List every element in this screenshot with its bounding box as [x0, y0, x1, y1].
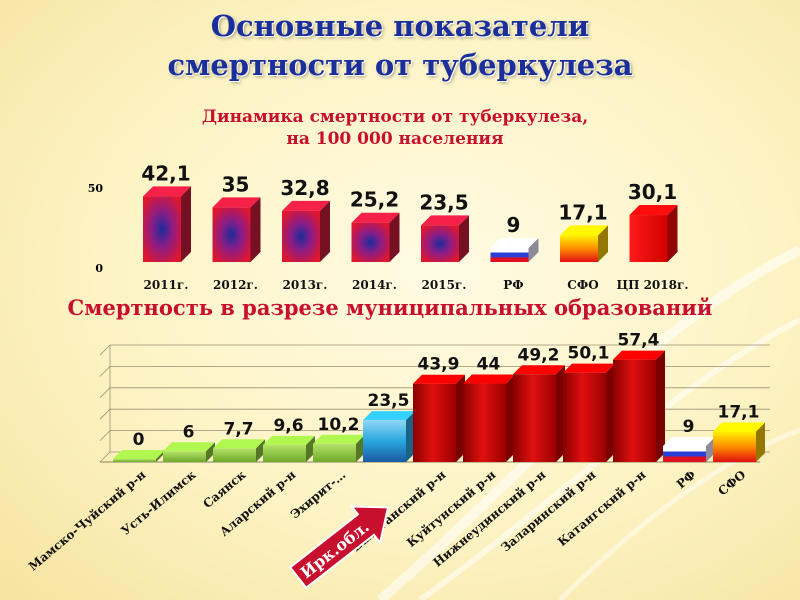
chart1-bar	[143, 186, 191, 262]
chart1-ytick-0: 0	[95, 262, 103, 275]
chart2-bar	[613, 350, 665, 462]
chart1-category-label: 2013г.	[283, 278, 328, 292]
chart2-bar	[663, 436, 715, 462]
chart2-bar	[263, 435, 315, 462]
chart2-value-label: 0	[133, 430, 145, 450]
chart1-ytick-50: 50	[88, 182, 104, 195]
chart2-value-label: 57,4	[618, 331, 660, 351]
chart2-value-label: 10,2	[318, 415, 360, 435]
chart2-value-label: 43,9	[418, 355, 460, 375]
chart2-bar	[513, 365, 565, 462]
chart1-category-label: 2011г.	[144, 278, 189, 292]
chart2-value-label: 44	[477, 355, 501, 375]
chart2-bar	[163, 442, 215, 462]
chart1-category-label: РФ	[503, 278, 523, 292]
chart2-gridline-side	[99, 408, 111, 420]
chart2-value-label: 9	[683, 417, 695, 437]
chart1-bar	[560, 225, 608, 262]
chart2-bar	[413, 374, 465, 462]
chart2-category-label: СФО	[715, 468, 748, 499]
chart1-bars: 42,1 2011г. 35 2012г. 32,8 2013г. 25,2 2014г. 23…	[141, 161, 688, 292]
chart1-value-label: 35	[222, 172, 250, 196]
chart2-value-label: 49,2	[518, 345, 560, 365]
chart1-category-label: 2014г.	[352, 278, 397, 292]
chart2-value-label: 9,6	[273, 416, 303, 436]
chart2-category-label: Эхирит-…	[288, 468, 349, 522]
chart1-bar	[282, 200, 330, 262]
chart2-gridline-side	[99, 344, 111, 356]
chart1-value-label: 17,1	[558, 200, 607, 224]
chart1-category-label: 2015г.	[422, 278, 467, 292]
chart2-bar	[563, 363, 615, 462]
page-title-line1: Основные показатели	[210, 9, 590, 43]
chart1-value-label: 42,1	[141, 161, 190, 185]
chart2-value-label: 17,1	[718, 403, 760, 423]
chart2-bar	[463, 374, 515, 462]
chart1-bar	[421, 215, 469, 262]
chart1-value-label: 23,5	[419, 190, 468, 214]
chart2-category-label: Катангский р-н	[555, 467, 649, 549]
chart2-category-label: Заларинский р-н	[498, 467, 598, 554]
chart2-category-label: РФ	[674, 468, 699, 492]
chart2-gridline-side	[99, 430, 111, 441]
chart1-bar	[212, 197, 261, 262]
chart2-value-label: 6	[183, 422, 195, 442]
chart2-bar	[113, 450, 165, 462]
chart2-value-label: 7,7	[223, 419, 253, 439]
chart1-value-label: 9	[507, 213, 521, 237]
chart1-title: Динамика смертности от туберкулеза,	[201, 107, 589, 127]
chart2-bar	[313, 434, 365, 462]
chart1-value-label: 25,2	[350, 188, 399, 212]
chart2-category-label: Куйтунский р-н	[404, 467, 499, 550]
chart2-bar	[213, 439, 265, 462]
callout-arrow	[288, 505, 390, 590]
chart2-value-label: 23,5	[368, 391, 410, 411]
chart1-bar	[490, 237, 539, 262]
chart1-category-label: ЦП 2018г.	[616, 278, 688, 292]
chart1-category-label: 2012г.	[213, 278, 258, 292]
chart1-bar	[351, 212, 400, 262]
chart1-value-label: 32,8	[280, 176, 329, 200]
chart1-axis: 50 0	[88, 182, 104, 275]
page-title-line2: смертности от туберкулеза	[167, 48, 633, 82]
chart2-title: Смертность в разрезе муниципальных образ…	[67, 295, 713, 320]
chart2-bar	[363, 411, 415, 462]
chart2-gridline-side	[99, 366, 111, 377]
chart2-bar	[713, 422, 765, 462]
chart2-category-label: Саянск	[200, 467, 248, 511]
chart1-value-label: 30,1	[628, 180, 677, 204]
chart1-category-label: СФО	[567, 278, 598, 292]
chart2-value-label: 50,1	[568, 344, 610, 364]
chart2-gridline-side	[99, 387, 111, 399]
chart2-gridline-side	[99, 451, 111, 463]
chart1-bar	[629, 205, 678, 262]
chart1-subtitle: на 100 000 населения	[286, 129, 504, 149]
